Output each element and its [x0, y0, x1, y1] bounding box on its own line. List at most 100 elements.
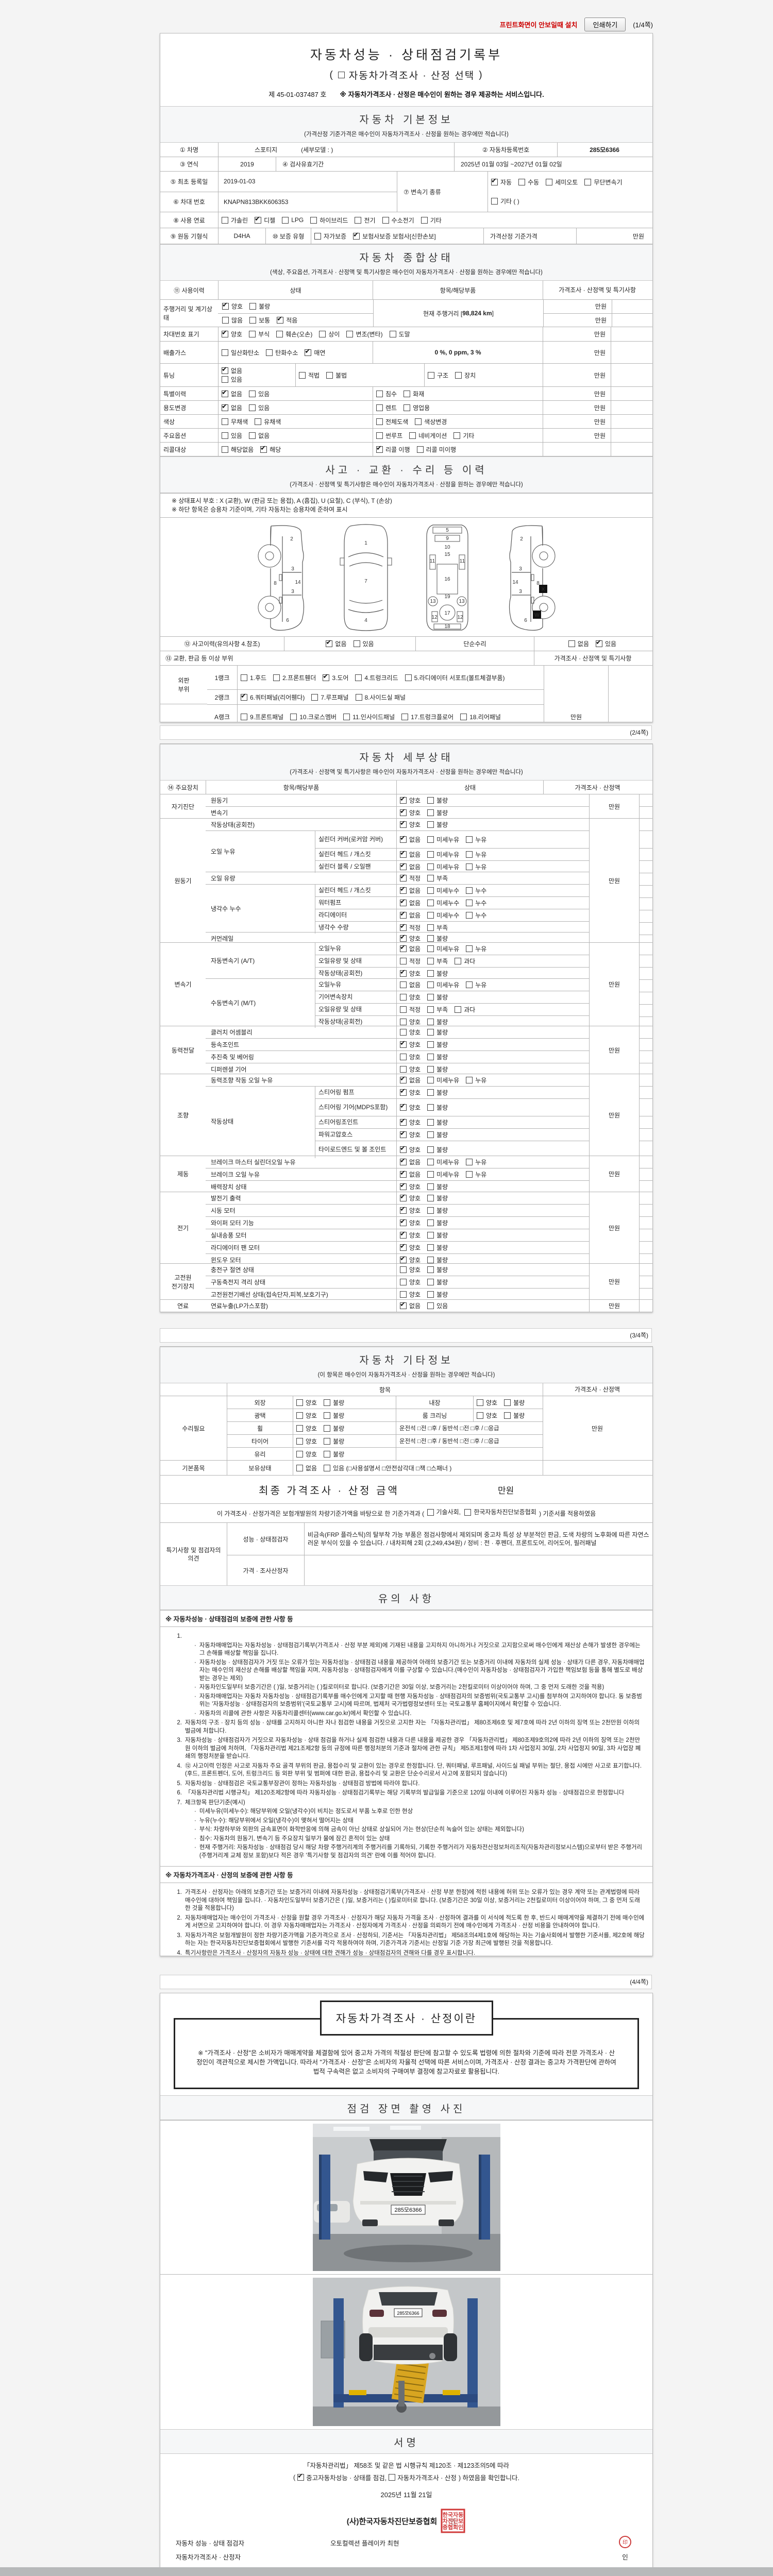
option-label: 양호	[409, 935, 421, 942]
option-label: 불량	[436, 797, 448, 804]
table-row: 용도변경 없음 있음 렌트 영업용 만원	[160, 400, 652, 414]
checkbox	[376, 418, 383, 425]
checkbox-option: 양호	[477, 1411, 497, 1420]
option-label: 구조	[437, 371, 449, 379]
row-label: 주요옵션	[163, 432, 187, 439]
recall-items: 리콜 이행 리콜 미이행	[373, 443, 543, 456]
col-header	[160, 1383, 227, 1396]
checkbox-option: 없음	[222, 388, 243, 398]
checkbox-option: 미세누유	[427, 1076, 459, 1084]
checkbox	[427, 935, 434, 942]
basic-state-options: 없음 있음 (□사용설명서 □안전삼각대 □잭 □스패너 )	[293, 1461, 543, 1475]
install-print-plugin-link[interactable]: 프린트화면이 안보일때 설치	[499, 21, 578, 29]
checkbox	[222, 329, 228, 337]
extra-cell	[640, 794, 652, 806]
checkbox	[504, 1412, 511, 1419]
checkbox-option: 누유	[466, 1170, 486, 1179]
state-options: 적정 부족 과다	[396, 955, 589, 967]
checkbox-option: 침수	[376, 389, 397, 398]
accident-state: 없음 있음	[284, 637, 415, 651]
option-label: 상이	[328, 331, 340, 338]
checkbox	[310, 216, 317, 224]
notice-s2-body: 1. 가격조사 · 산정자는 아래의 보증기간 또는 보증거리 이내에 자동차성능…	[160, 1883, 652, 1956]
option-label: 불량	[436, 1195, 448, 1202]
option-label: 불량	[513, 1399, 525, 1406]
checkbox	[466, 1171, 473, 1178]
svg-text:1: 1	[364, 540, 367, 546]
checkbox	[222, 301, 229, 310]
notice-item: 2. 자동차의 구조 · 장치 등의 성능 · 상태를 고지하지 아니한 자나 점…	[177, 1720, 640, 1734]
option-label: 없음	[231, 390, 243, 398]
checkbox	[409, 432, 416, 439]
checkbox-option: 전체도색	[376, 417, 408, 426]
extra-cell	[640, 860, 652, 873]
option-label: 색상변경	[424, 418, 447, 426]
checkbox	[460, 713, 467, 720]
section-title: 유의 사항	[378, 1594, 435, 1605]
row-label: 특별이력	[163, 390, 187, 398]
svg-text:18: 18	[444, 624, 450, 630]
section-note: (가격조사 · 산정액 및 특기사항은 매수인이 자동차가격조사 · 산정을 원…	[290, 482, 523, 488]
checkbox	[326, 371, 333, 379]
state-options: 양호 불량	[396, 1242, 589, 1253]
checkbox	[355, 693, 362, 701]
rank-label: 2랭크	[214, 693, 230, 701]
checkbox-option: 양호	[400, 1117, 421, 1127]
checkbox	[376, 404, 383, 411]
checkbox	[427, 1159, 434, 1165]
option-label: 화재	[413, 390, 425, 398]
item-label: 등속조인트	[211, 1041, 240, 1048]
group-label: 고전원 전기장치	[171, 1274, 195, 1290]
sub-rows: 실린더 헤드 / 개스킷없음미세누수누수워터펌프없음미세누수누수라디에이터없음미…	[315, 885, 589, 934]
checkbox	[323, 672, 330, 681]
item-label: 변속기	[211, 809, 228, 817]
repair-row: 유리 양호 불량	[227, 1447, 543, 1460]
option-label: 탄화수소	[275, 349, 298, 357]
svg-text:14: 14	[512, 580, 518, 585]
field-label: ① 차명	[179, 146, 199, 154]
final-price-label: 최종 가격조사 · 산정 금액	[259, 1485, 399, 1497]
checkbox-option: 자동	[491, 177, 512, 187]
detail-row: 윈도우 모터 양호 불량	[206, 1253, 589, 1266]
checkbox	[296, 1425, 303, 1432]
row-label: 배출가스	[163, 349, 187, 357]
checkbox	[319, 331, 326, 337]
notice-bullet: · 침수: 자동차의 원동기, 변속기 등 주요장치 일부가 물에 잠긴 흔적이 …	[194, 1835, 390, 1842]
svg-text:W: W	[534, 613, 540, 618]
section-title: 자동차 종합상태	[359, 252, 453, 264]
option-label: 불량	[436, 1232, 448, 1239]
col-header: 항목	[227, 1383, 543, 1396]
checkbox-option: 불량	[427, 934, 448, 943]
option-label: 있음	[258, 404, 270, 412]
checkbox	[324, 1464, 331, 1471]
signer-name: 오토컬렉션 플레이카 최현	[330, 2539, 399, 2547]
checkbox	[400, 1217, 407, 1226]
svg-text:8: 8	[274, 581, 277, 586]
option-label: 불법	[335, 371, 347, 379]
extra-cell	[640, 955, 652, 967]
print-button[interactable]: 인쇄하기	[584, 17, 626, 31]
extra-cell	[640, 1128, 652, 1141]
checkbox	[400, 1279, 407, 1285]
state-options: 적정 부족 과다	[396, 1004, 589, 1015]
signer-role-label: 자동차 성능 · 상태 점검자	[176, 2539, 245, 2547]
checkbox	[222, 402, 228, 411]
checkbox	[290, 713, 297, 720]
notice-bullet: · 자동차인도일부터 보증기간은 ( )일, 보증거리는 ( )킬로미터로 합니다…	[194, 1684, 604, 1690]
diagram-top-view: 1 7 4	[340, 524, 392, 631]
checkbox	[400, 834, 407, 843]
checkbox-option: 양호	[477, 1398, 497, 1407]
checkbox-option: 양호	[400, 1290, 421, 1299]
accident-label: ⑫ 사고이력(유의사항 4.참조)	[184, 640, 260, 648]
checkbox	[427, 945, 434, 952]
checkbox-option: 없음	[400, 1157, 421, 1166]
checkbox-option: 양호	[400, 1193, 421, 1202]
checkbox-option: 양호	[400, 933, 421, 943]
svg-text:2: 2	[520, 536, 523, 542]
extra-cell	[611, 342, 651, 363]
option-label: 8.사이드실 패널	[364, 693, 406, 701]
photo-front-svg: 285모6366	[312, 2124, 500, 2271]
rank-extra	[608, 666, 652, 722]
